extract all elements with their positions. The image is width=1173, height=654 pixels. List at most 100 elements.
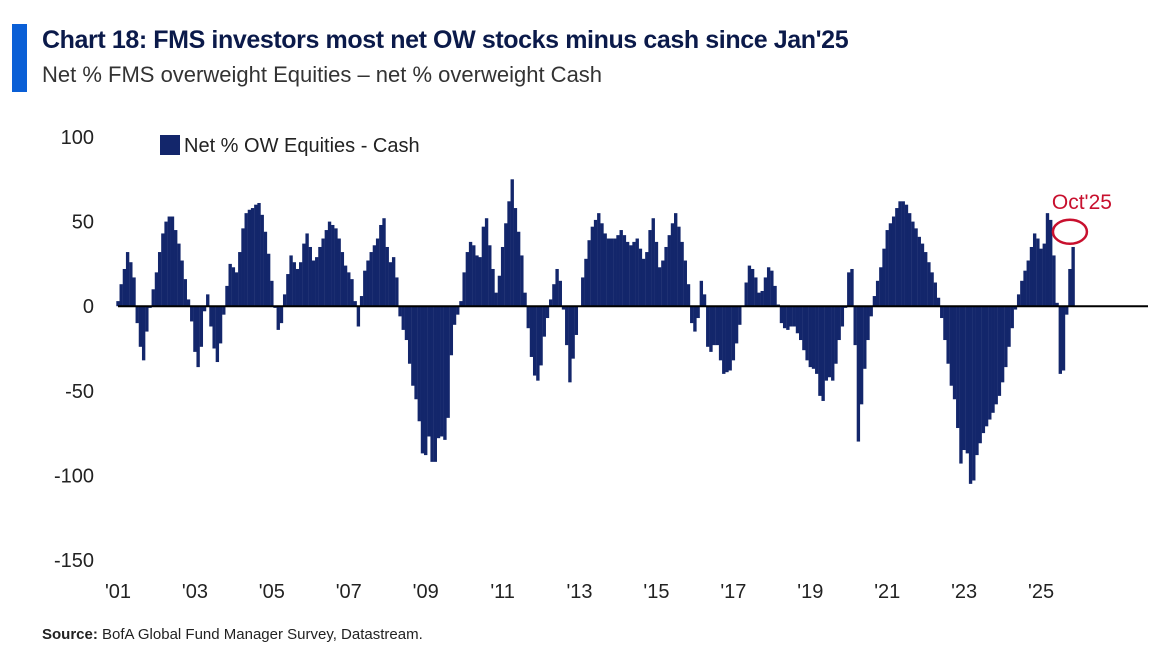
x-tick-label: '09 [413,581,439,603]
bar [824,306,829,381]
source-note: Source: BofA Global Fund Manager Survey,… [42,626,423,643]
bar [773,285,777,307]
bar [337,238,341,307]
y-tick-label: -100 [54,465,94,487]
bar [920,243,925,307]
bar [1061,306,1066,371]
bar [664,246,668,307]
bar [949,306,954,386]
bar [398,306,402,317]
x-tick-label: '15 [643,581,669,603]
bar [206,294,210,307]
bar [859,306,864,405]
bar [616,235,620,307]
bar [975,306,979,456]
bar [1026,260,1030,307]
bar [815,306,819,374]
bar [625,241,630,307]
bar [1032,233,1037,307]
bar [549,299,553,307]
x-tick-label: '23 [951,581,977,603]
bar [565,306,569,346]
y-tick-label: 0 [83,296,94,318]
bar [831,306,835,381]
bar [468,241,473,307]
bar [645,252,649,307]
bar [1039,248,1043,307]
bar [446,306,450,418]
bar [228,263,232,307]
bar [276,306,280,330]
bar [834,306,838,364]
source-text: BofA Global Fund Manager Survey, Datastr… [102,626,423,643]
bar [946,306,950,364]
bar [212,306,216,349]
bar [385,246,389,307]
bar [872,296,877,307]
annotation-label: Oct'25 [1052,191,1112,214]
bar [802,306,806,351]
x-tick-label: '21 [874,581,900,603]
bar [818,306,822,396]
bar [850,268,854,307]
bar [321,238,325,307]
bar [712,306,716,346]
bar [1036,238,1040,307]
bar [744,282,748,307]
bar [369,252,373,307]
bar [215,306,220,363]
bar [324,230,329,307]
bar [250,208,255,307]
bar [366,260,370,307]
bar [190,306,194,322]
bar [805,306,809,361]
bar [202,306,207,312]
bar [359,296,364,307]
bar [532,306,537,376]
bar [879,267,883,307]
bar [924,252,928,307]
bar [488,245,492,307]
chart-subtitle: Net % FMS overweight Equities – net % ov… [42,62,603,87]
bar [141,306,146,361]
x-tick-label: '19 [797,581,823,603]
bar [263,231,268,307]
bar [651,218,655,307]
bar [334,228,338,307]
bar [747,265,752,307]
bar [363,270,367,307]
bar [234,272,239,307]
bar [526,306,530,329]
x-tick-label: '03 [182,581,208,603]
bar [1052,255,1056,307]
bar [792,306,796,327]
bar [504,223,508,307]
bar [709,306,713,352]
bar [225,285,229,307]
bar [375,238,380,307]
bar [609,238,614,307]
bar [299,262,303,307]
bar [837,306,841,341]
bar [686,284,691,307]
bar [770,270,774,307]
bar [606,238,611,307]
bar [343,265,348,307]
chart-title: Chart 18: FMS investors most net OW stoc… [42,26,849,54]
bar [943,306,947,341]
bar [311,260,316,307]
bar [738,306,742,325]
bar [222,306,226,315]
bar [898,201,902,307]
bar [151,289,155,307]
bar [350,279,354,307]
legend-label: Net % OW Equities - Cash [184,135,420,157]
x-tick-label: '17 [720,581,746,603]
bar [693,306,697,332]
bar [680,241,684,307]
bar [170,216,175,307]
bar [500,246,505,307]
bar [734,306,739,344]
bar [116,301,120,307]
